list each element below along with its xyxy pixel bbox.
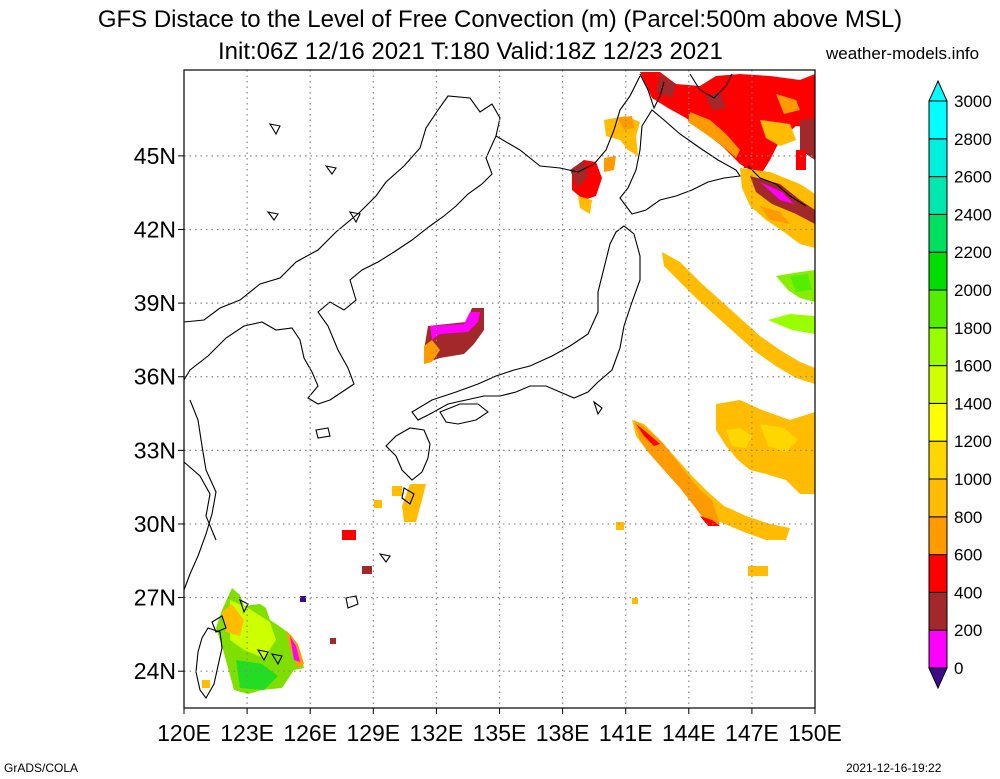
site-credit: weather-models.info — [826, 44, 980, 63]
colorbar-label: 200 — [954, 621, 982, 640]
colorbar-swatch — [928, 289, 948, 329]
colorbar-label: 1600 — [954, 357, 992, 376]
colorbar-swatch — [928, 176, 948, 215]
map-grid — [184, 70, 815, 708]
field-taiwan-yellow — [230, 600, 276, 658]
coast-honshu — [411, 225, 641, 421]
colorbar-label: 800 — [954, 508, 982, 527]
colorbar-label: 2800 — [954, 130, 992, 149]
colorbar-under-arrow — [928, 667, 948, 690]
field-sakhalin — [640, 72, 815, 176]
lat-tick-label: 45N — [134, 143, 176, 169]
lon-tick-label: 129E — [346, 720, 400, 746]
lat-tick-label: 24N — [134, 658, 176, 684]
field-taiwan-orange — [222, 604, 244, 636]
coastlines — [183, 73, 807, 699]
coast-primorye — [495, 75, 641, 173]
lon-tick-label: 147E — [725, 720, 779, 746]
field-taiwan-green — [236, 660, 278, 690]
colorbar-swatch — [928, 516, 948, 556]
colorbar-swatch — [928, 327, 948, 367]
colorbar: 0 200 400 600 800 1000 1200 1400 1600 1800 2000 220… — [928, 79, 992, 690]
coast-taiwan — [195, 627, 223, 699]
lat-tick-label: 36N — [134, 364, 176, 390]
lon-tick-label: 120E — [157, 720, 211, 746]
coast-hokkaido — [619, 109, 741, 215]
colorbar-label: 1200 — [954, 432, 992, 451]
field-taiwan-magenta — [290, 636, 300, 662]
lat-tick-label: 42N — [134, 217, 176, 243]
colorbar-swatch — [928, 138, 948, 178]
colorbar-label: 2000 — [954, 281, 992, 300]
colorbar-swatch — [928, 251, 948, 291]
lon-tick-label: 126E — [283, 720, 337, 746]
colorbar-swatch — [928, 402, 948, 442]
lon-tick-label: 132E — [410, 720, 464, 746]
coast-shikoku — [439, 403, 489, 425]
colorbar-swatch — [928, 365, 948, 404]
colorbar-label: 1400 — [954, 394, 992, 413]
chart-subtitle: Init:06Z 12/16 2021 T:180 Valid:18Z 12/2… — [218, 38, 723, 65]
colorbar-swatch — [928, 554, 948, 593]
chart-title: GFS Distace to the Level of Free Convect… — [97, 6, 903, 33]
lat-tick-label: 33N — [134, 437, 176, 463]
lat-tick-label: 39N — [134, 290, 176, 316]
colorbar-swatch — [928, 629, 948, 669]
colorbar-label: 3000 — [954, 92, 992, 111]
field-kyushu — [402, 484, 426, 522]
lon-tick-label: 144E — [662, 720, 716, 746]
colorbar-label: 0 — [954, 659, 963, 678]
field-pacific-band2 — [716, 400, 815, 494]
colorbar-label: 1000 — [954, 470, 992, 489]
colorbar-swatch — [928, 591, 948, 631]
field-pacific-band1 — [662, 252, 815, 384]
axis-ticks: 120E 123E 126E 129E 132E 135E 138E 141E 144E 147E… — [134, 143, 842, 746]
colorbar-swatch — [928, 478, 948, 518]
coast-kyushu — [385, 427, 431, 481]
colorbar-swatch — [928, 440, 948, 480]
colorbar-label: 2400 — [954, 205, 992, 224]
lon-tick-label: 135E — [473, 720, 527, 746]
colorbar-label: 2600 — [954, 168, 992, 187]
footer-timestamp: 2021-12-16-19:22 — [846, 761, 942, 775]
colorbar-label: 2200 — [954, 243, 992, 262]
lat-tick-label: 27N — [134, 585, 176, 611]
coast-asia — [183, 95, 501, 405]
lat-tick-label: 30N — [134, 511, 176, 537]
lon-tick-label: 123E — [220, 720, 274, 746]
colorbar-swatch — [928, 100, 948, 140]
colorbar-swatch — [928, 213, 948, 253]
colorbar-label: 1800 — [954, 319, 992, 338]
colorbar-over-arrow — [928, 79, 948, 102]
lon-tick-label: 138E — [536, 720, 590, 746]
lon-tick-label: 141E — [599, 720, 653, 746]
lfc-field — [202, 72, 815, 694]
colorbar-label: 600 — [954, 546, 982, 565]
colorbar-label: 400 — [954, 583, 982, 602]
footer-credit: GrADS/COLA — [4, 761, 79, 775]
coast-sakhalin — [639, 73, 665, 110]
lon-tick-label: 150E — [788, 720, 842, 746]
